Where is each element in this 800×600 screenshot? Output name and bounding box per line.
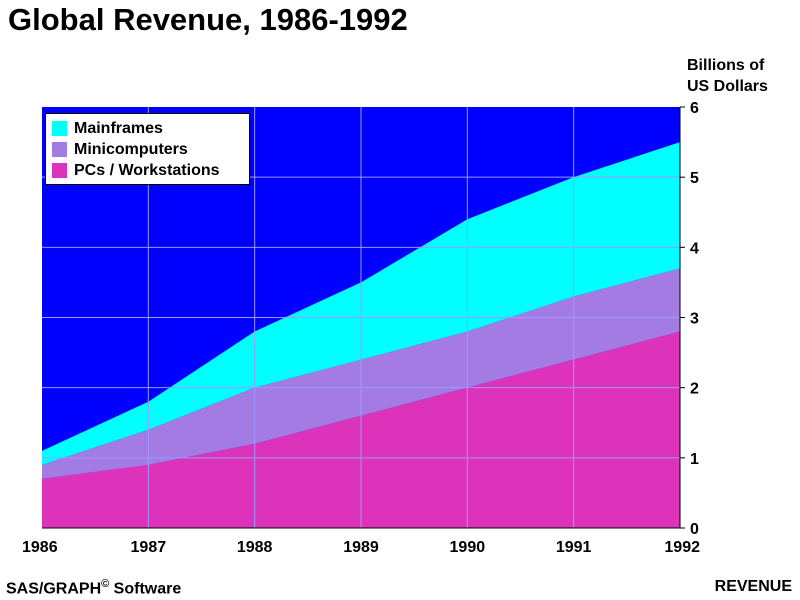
legend-item-pcs-workstations: PCs / Workstations (52, 160, 245, 181)
legend: Mainframes Minicomputers PCs / Workstati… (45, 113, 250, 185)
footer-credit-main: SAS/GRAPH (6, 580, 102, 598)
x-tick-label-1987: 1987 (131, 539, 167, 556)
legend-item-mainframes: Mainframes (52, 118, 245, 139)
y-tick-label-0: 0 (690, 521, 699, 538)
x-tick-label-1991: 1991 (556, 539, 592, 556)
x-tick-label-1986: 1986 (22, 539, 58, 556)
footer-credit-tail: Software (109, 580, 182, 598)
y-axis-label-line-2: US Dollars (687, 78, 768, 95)
footer-software-credit: SAS/GRAPH© Software (6, 578, 181, 598)
chart-title: Global Revenue, 1986-1992 (8, 2, 408, 37)
y-tick-label-1: 1 (690, 451, 699, 468)
x-tick-label-1988: 1988 (237, 539, 273, 556)
legend-label-pcs-workstations: PCs / Workstations (74, 161, 220, 179)
y-tick-label-5: 5 (690, 170, 699, 187)
y-axis-label-line-1: Billions of (687, 57, 765, 74)
legend-swatch-pcs-workstations (52, 163, 67, 178)
y-tick-label-3: 3 (690, 311, 699, 328)
copyright-symbol: © (101, 578, 110, 590)
y-tick-label-4: 4 (690, 240, 699, 257)
y-tick-label-6: 6 (690, 100, 699, 117)
legend-swatch-minicomputers (52, 142, 67, 157)
y-axis-label: Billions of US Dollars (687, 55, 768, 97)
x-tick-label-1992: 1992 (664, 539, 700, 556)
legend-item-minicomputers: Minicomputers (52, 139, 245, 160)
y-tick-label-2: 2 (690, 381, 699, 398)
legend-swatch-mainframes (52, 121, 67, 136)
footer-chart-name: REVENUE (714, 578, 792, 595)
legend-label-mainframes: Mainframes (74, 119, 163, 137)
x-tick-label-1990: 1990 (450, 539, 486, 556)
x-tick-label-1989: 1989 (343, 539, 379, 556)
legend-label-minicomputers: Minicomputers (74, 140, 188, 158)
